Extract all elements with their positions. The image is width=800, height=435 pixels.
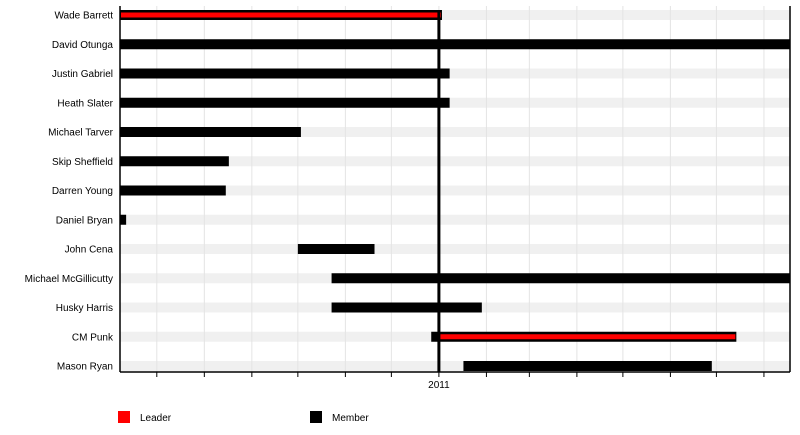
- row-band: [120, 10, 790, 20]
- legend-swatch-member: [310, 411, 322, 423]
- row-label: John Cena: [65, 245, 114, 256]
- row-band: [120, 361, 790, 371]
- row-label: David Otunga: [52, 40, 114, 51]
- legend-swatch-leader: [118, 411, 130, 423]
- row-label: Darren Young: [52, 186, 113, 197]
- x-axis: 2011: [119, 6, 791, 391]
- row-label: Mason Ryan: [57, 362, 113, 373]
- bar-member: [120, 39, 790, 50]
- row-band: [120, 68, 790, 79]
- bar-member: [431, 331, 439, 342]
- bar-member: [331, 302, 482, 313]
- row-band: [120, 185, 790, 196]
- bar-member: [120, 127, 301, 137]
- row-label: CM Punk: [72, 332, 114, 343]
- row-band: [120, 97, 790, 108]
- row-label: Michael McGillicutty: [25, 274, 113, 285]
- row-label: Daniel Bryan: [56, 215, 113, 226]
- row-label: Husky Harris: [56, 303, 113, 314]
- row-label: Skip Sheffield: [52, 157, 113, 168]
- bar-leader-fill: [439, 334, 736, 340]
- row-band: [120, 244, 790, 254]
- row-label: Wade Barrett: [54, 11, 113, 22]
- row-band: [120, 156, 790, 167]
- legend-label-member: Member: [332, 413, 369, 424]
- row-band: [120, 127, 790, 137]
- bar-member: [120, 68, 450, 79]
- legend-label-leader: Leader: [140, 413, 172, 424]
- row-label: Justin Gabriel: [52, 69, 113, 80]
- bars: [120, 10, 790, 371]
- bar-member: [120, 214, 127, 225]
- bar-member: [120, 97, 450, 108]
- row-band: [120, 214, 790, 225]
- bar-member: [120, 156, 229, 167]
- bar-member: [297, 244, 375, 254]
- bar-leader-fill: [121, 12, 441, 18]
- bar-member: [463, 361, 712, 371]
- row-label: Heath Slater: [57, 98, 113, 109]
- row-label: Michael Tarver: [48, 128, 114, 139]
- bar-member: [120, 185, 226, 196]
- legend: Leader Member: [118, 411, 369, 424]
- row-labels: Wade Barrett David Otunga Justin Gabriel He…: [25, 11, 114, 373]
- bar-member: [331, 273, 790, 284]
- x-tick-label: 2011: [428, 380, 450, 391]
